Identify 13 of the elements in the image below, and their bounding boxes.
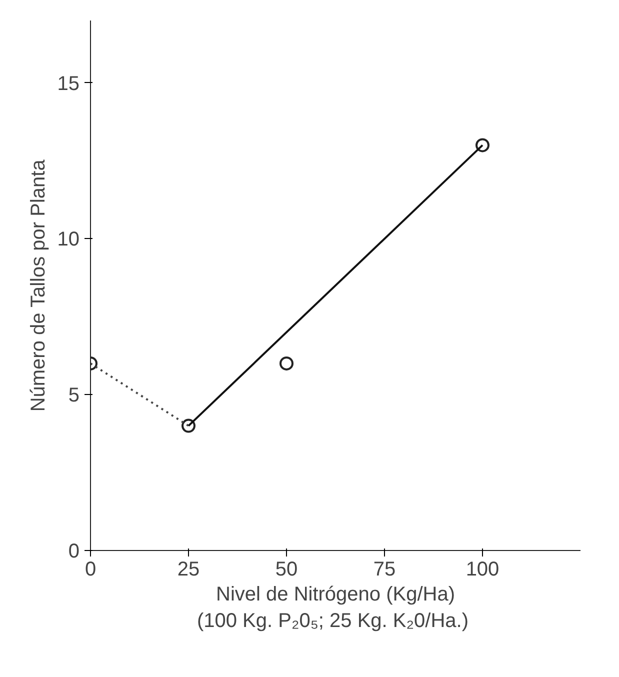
point [476, 138, 490, 152]
x-tick-label: 100 [466, 558, 500, 580]
x-tick-label: 0 [84, 558, 96, 580]
y-tick-label: 10 [57, 228, 80, 251]
x-tick-label: 50 [275, 558, 298, 580]
x-axis-title: Nivel de Nitrógeno (Kg/Ha) (100 Kg. P₂0₅; 25 Kg. K₂0/Ha.) [196, 584, 468, 632]
y-tick-label: 15 [57, 72, 80, 95]
point [280, 356, 294, 370]
x-tick-label: 25 [177, 558, 200, 580]
x-tick-label: 75 [373, 558, 396, 580]
y-axis-title: Número de Tallos por Planta [27, 158, 50, 412]
y-tick-label: 5 [68, 384, 80, 407]
y-tick-label: 0 [68, 540, 80, 562]
